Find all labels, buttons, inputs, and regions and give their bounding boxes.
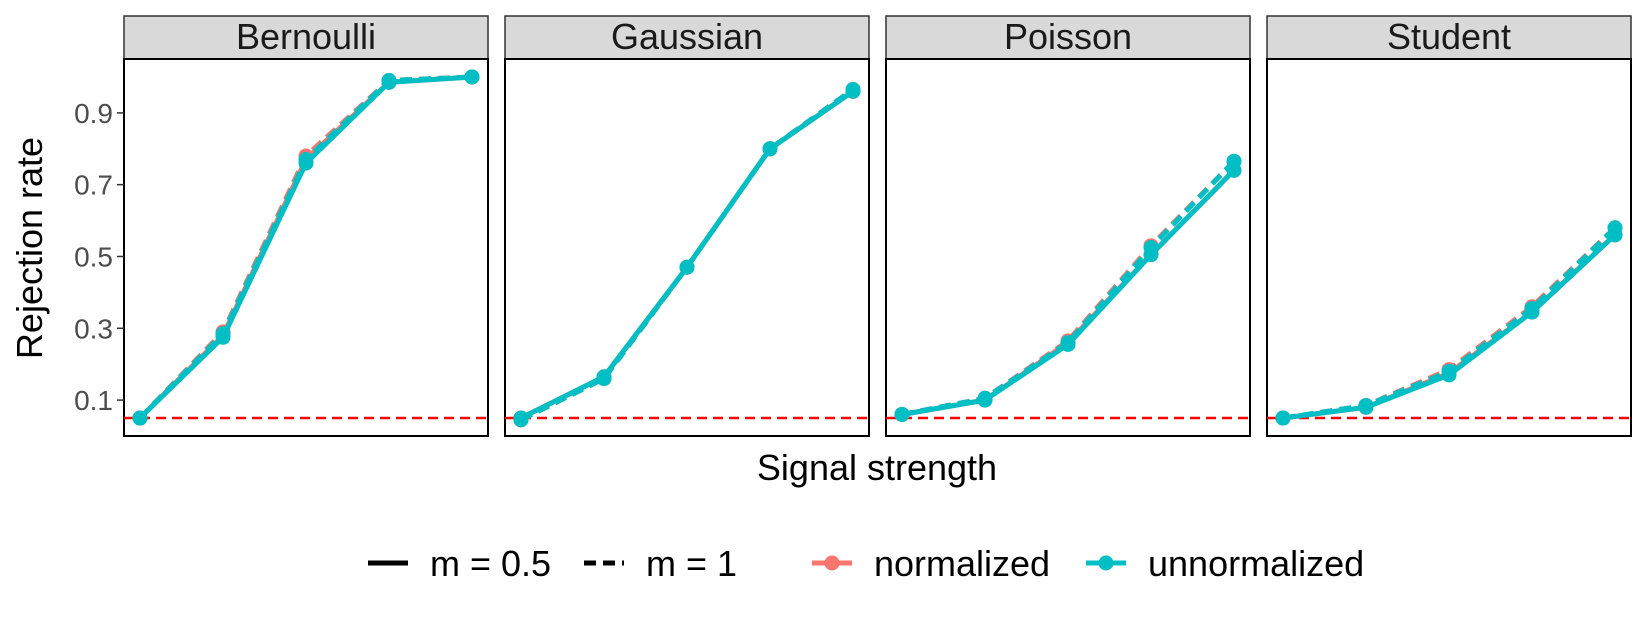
legend-item-linetype: m = 0.5 (368, 543, 551, 584)
x-axis-title: Signal strength (757, 447, 997, 488)
data-point (845, 82, 861, 98)
y-axis: 0.1 0.3 0.5 0.7 0.9 (74, 98, 124, 416)
series-normalized-m0_5 (894, 162, 1242, 422)
y-tick-label: 0.5 (74, 241, 113, 272)
facet-panels: Bernoulli Gaussian Poisson Student (123, 15, 1632, 437)
series-line (901, 159, 1236, 417)
data-point (679, 259, 695, 275)
y-tick-label: 0.7 (74, 170, 113, 201)
series-line (1282, 225, 1617, 421)
panel-border (123, 58, 489, 437)
series-unnormalized-m1 (132, 69, 480, 426)
series-line (901, 168, 1236, 417)
series-unnormalized-m1 (513, 82, 861, 428)
panel-poisson: Poisson (885, 15, 1251, 437)
data-point (1524, 301, 1540, 317)
panel-strip (504, 15, 870, 60)
series-unnormalized-m0_5 (513, 83, 861, 426)
data-point (1607, 220, 1623, 236)
series-unnormalized-m0_5 (1275, 227, 1623, 426)
panel-border (504, 58, 870, 437)
panel-strip-label: Student (1387, 16, 1511, 57)
legend: m = 0.5 m = 1 normalized unnormalized (368, 543, 1364, 584)
series-line (1282, 233, 1617, 421)
series-normalized-m1 (894, 153, 1242, 422)
legend-item-linetype: m = 1 (584, 543, 737, 584)
data-point (1060, 335, 1076, 351)
data-point (1226, 153, 1242, 169)
data-point (1441, 363, 1457, 379)
series-line (901, 168, 1236, 417)
panel-gaussian: Gaussian (504, 15, 870, 437)
panel-border (1266, 58, 1632, 437)
legend-item-color: normalized (812, 543, 1050, 584)
data-point (1143, 240, 1159, 255)
y-tick-label: 0.3 (74, 313, 113, 344)
legend-label: normalized (874, 543, 1050, 584)
series-line (901, 159, 1236, 417)
data-point (1275, 410, 1291, 426)
series-line (519, 89, 855, 421)
panel-strip (885, 15, 1251, 60)
series-unnormalized-m1 (1275, 220, 1623, 426)
y-tick-label: 0.9 (74, 98, 113, 129)
legend-label: m = 0.5 (430, 543, 551, 584)
legend-key-point (1098, 555, 1114, 571)
data-point (596, 371, 612, 387)
panel-strip-label: Bernoulli (236, 16, 376, 57)
series-line (1282, 233, 1617, 421)
panel-strip (1266, 15, 1632, 60)
data-point (1358, 397, 1374, 413)
legend-item-color: unnormalized (1086, 543, 1364, 584)
data-point (894, 406, 910, 422)
panel-strip-label: Gaussian (611, 16, 763, 57)
data-point (464, 69, 480, 85)
data-point (381, 73, 397, 89)
data-point (132, 410, 148, 426)
panel-border (885, 58, 1251, 437)
series-unnormalized-m0_5 (894, 162, 1242, 422)
series-unnormalized-m1 (894, 153, 1242, 422)
panel-student: Student (1266, 15, 1632, 437)
legend-key-point (824, 555, 840, 571)
legend-label: m = 1 (646, 543, 737, 584)
panel-strip (123, 15, 489, 60)
series-line (1282, 226, 1617, 421)
data-point (513, 412, 529, 428)
data-point (298, 152, 314, 168)
data-point (762, 141, 778, 157)
series-line (519, 87, 855, 423)
series-line (519, 89, 855, 421)
panel-strip-label: Poisson (1004, 16, 1132, 57)
series-normalized-m0_5 (1275, 227, 1623, 426)
legend-label: unnormalized (1148, 543, 1364, 584)
data-point (215, 326, 231, 342)
series-normalized-m1 (513, 82, 861, 428)
series-line (138, 74, 473, 420)
series-line (519, 87, 855, 423)
y-axis-title: Rejection rate (9, 137, 50, 359)
y-tick-label: 0.1 (74, 385, 113, 416)
data-point (977, 390, 993, 406)
panel-bernoulli: Bernoulli (123, 15, 489, 437)
series-normalized-m0_5 (513, 83, 861, 426)
series-normalized-m1 (1275, 220, 1623, 426)
